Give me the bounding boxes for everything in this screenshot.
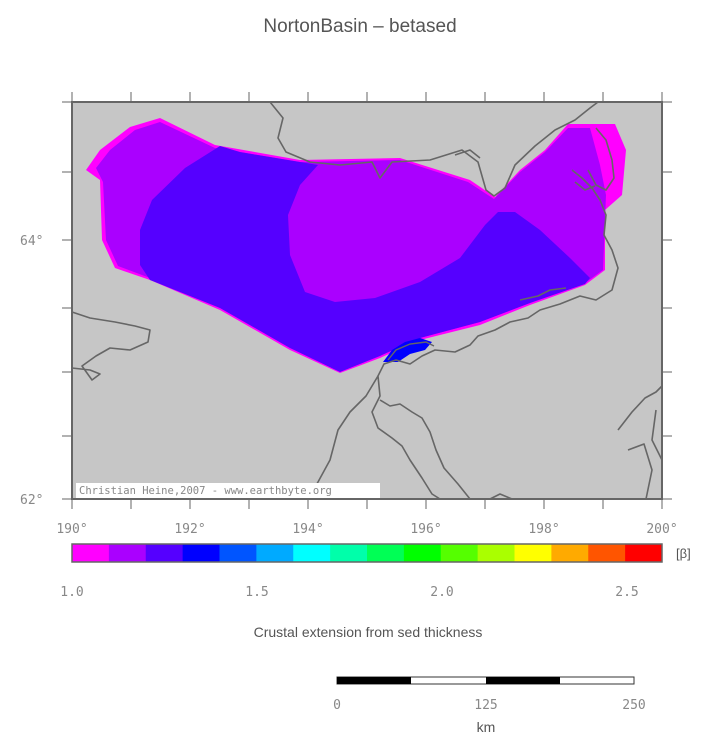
colorbar-swatch bbox=[182, 544, 221, 562]
scale-label-0: 0 bbox=[333, 698, 341, 713]
colorbar-tick-2-5: 2.5 bbox=[615, 585, 638, 600]
colorbar-swatch bbox=[219, 544, 257, 562]
colorbar-tick-1-0: 1.0 bbox=[60, 585, 83, 600]
bay-outline bbox=[387, 341, 435, 361]
colorbar-frame bbox=[71, 543, 663, 563]
colorbar-swatch bbox=[145, 544, 184, 562]
credit-box bbox=[76, 483, 380, 498]
map-title: NortonBasin – betased bbox=[263, 16, 457, 37]
colorbar-swatch bbox=[108, 544, 147, 562]
lon-label-190: 190° bbox=[56, 522, 87, 537]
credit-text: Christian Heine,2007 - www.earthbyte.org bbox=[79, 485, 332, 497]
colorbar-tick-1-5: 1.5 bbox=[245, 585, 268, 600]
colorbar-tick-2-0: 2.0 bbox=[430, 585, 453, 600]
colorbar-swatch bbox=[440, 544, 479, 562]
colorbar-swatch bbox=[588, 544, 626, 562]
coastlines bbox=[71, 101, 663, 500]
lat-label-62: 62° bbox=[20, 493, 43, 508]
scale-label-125: 125 bbox=[474, 698, 497, 713]
colorbar-swatch bbox=[293, 544, 331, 562]
lon-label-196: 196° bbox=[410, 522, 441, 537]
colorbar-swatch bbox=[551, 544, 589, 562]
scale-unit: km bbox=[477, 719, 496, 735]
lon-label-192: 192° bbox=[174, 522, 205, 537]
basin-blueviolet-zone bbox=[140, 146, 590, 372]
colorbar-swatch bbox=[514, 544, 552, 562]
lon-label-194: 194° bbox=[292, 522, 323, 537]
colorbar-swatch bbox=[72, 544, 110, 562]
colorbar-unit: [β] bbox=[676, 546, 691, 561]
colorbar-swatch bbox=[256, 544, 294, 562]
scale-label-250: 250 bbox=[622, 698, 645, 713]
map-ticks bbox=[62, 92, 672, 509]
colorbar-caption: Crustal extension from sed thickness bbox=[254, 624, 483, 640]
colorbar-swatch bbox=[625, 544, 663, 562]
colorbar bbox=[72, 544, 663, 562]
colorbar-swatch bbox=[367, 544, 405, 562]
lat-label-64: 64° bbox=[20, 234, 43, 249]
colorbar-swatch bbox=[330, 544, 368, 562]
colorbar-swatch bbox=[477, 544, 516, 562]
colorbar-swatch bbox=[403, 544, 442, 562]
basin-blue-pocket bbox=[383, 338, 432, 362]
scale-bar bbox=[336, 676, 635, 685]
lon-label-198: 198° bbox=[528, 522, 559, 537]
lon-label-200: 200° bbox=[646, 522, 677, 537]
